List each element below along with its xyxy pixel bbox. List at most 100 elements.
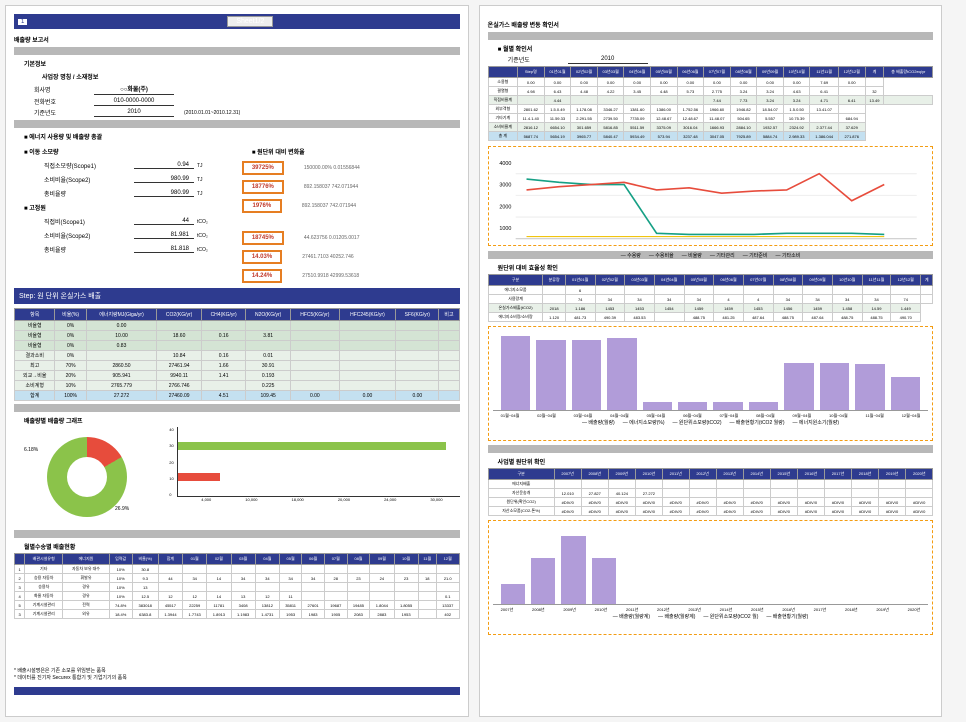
table-row: 4화물 자동차경유10%12.51212141312110.1 bbox=[15, 592, 460, 601]
series-teal bbox=[526, 179, 884, 234]
phone-row: 전화번호 010-0000-0000 bbox=[14, 97, 460, 106]
col-hdr: Step명 bbox=[517, 67, 544, 78]
col-hdr: 08년08월 bbox=[773, 275, 803, 286]
legend-item: 비율량 bbox=[682, 252, 702, 259]
legend-item: 배출현황기(tCO2 월량) bbox=[730, 419, 785, 426]
table-row: 결과소비0%10.840.160.01 bbox=[15, 351, 460, 361]
col-hdr: 2009년 bbox=[608, 469, 635, 480]
legend-item: 배출량(월량계) bbox=[613, 613, 650, 620]
col-hdr: SF6(KG/yr) bbox=[396, 309, 439, 321]
col-hdr: 03년03월 bbox=[625, 275, 655, 286]
bar bbox=[561, 536, 585, 604]
col-hdr: 총 배출량tCO2eq/yr bbox=[884, 67, 933, 78]
col-hdr bbox=[488, 67, 517, 78]
footnote1: * 배출시설명은은 기존 소모를 위임받는 품목 bbox=[14, 667, 460, 674]
bar bbox=[501, 336, 530, 410]
sheet-tab[interactable]: Sheet1/2 bbox=[227, 16, 273, 27]
table-row: 외부객형2801.621.5.0.491.178.083346.271381.6… bbox=[488, 105, 933, 114]
col-hdr: 03년03월 bbox=[597, 67, 624, 78]
col-hdr: 08년08월 bbox=[730, 67, 757, 78]
col-hdr: 2008년 bbox=[581, 469, 608, 480]
col-hdr: 08월 bbox=[347, 554, 370, 565]
pct4: 18745% bbox=[242, 231, 284, 245]
legend-item: 배출현황기(월량) bbox=[766, 613, 808, 620]
bar bbox=[607, 338, 636, 411]
col-hdr: 2012년 bbox=[689, 469, 716, 480]
col-hdr: 비고 bbox=[439, 309, 459, 321]
emissions-table: 항목비율(%)에너지량MJ(Giga/yr)CO2(KG/yr)CH4(KG/y… bbox=[14, 308, 460, 401]
table-row: 결열형4.986.434.484.223.454.485.732.7753.24… bbox=[488, 87, 933, 96]
table-row: 합계100%27.27227460.094.51109.450.000.000.… bbox=[15, 391, 460, 401]
col-hdr: 07년07월 bbox=[704, 67, 731, 78]
yearly-table: 구분2007년2008년2009년2010년2011년2012년2013년201… bbox=[488, 468, 934, 516]
table-row: 3승용차경유10%13 bbox=[15, 583, 460, 592]
pct1: 39725% bbox=[242, 161, 284, 175]
legend-item: 에너지소모량(%) bbox=[623, 419, 665, 426]
bar-chart-monthly: 01월~04월02월~04월03월~04월04월~04월05월~04월06월~0… bbox=[488, 326, 934, 441]
table-row: 에너지소비량/소비량1.120481.73490.39483.53488.754… bbox=[488, 313, 933, 322]
bar bbox=[749, 402, 778, 410]
col-hdr: 07년07월 bbox=[743, 275, 773, 286]
legend1: 수용량수용비율비율량기타관리기타준비기타소비 bbox=[494, 252, 928, 259]
col-hdr: 배관시설유형 bbox=[25, 554, 63, 565]
p2-title: 온실가스 배출량 변동 확인서 bbox=[488, 20, 934, 29]
col-hdr: 2014년 bbox=[743, 469, 770, 480]
legend-item: 원단위소모량(tCO2) bbox=[673, 419, 722, 426]
col-hdr: 11년11월 bbox=[810, 67, 839, 78]
col-hdr: 10년10월 bbox=[783, 67, 810, 78]
col-hdr: 비율(%) bbox=[132, 554, 158, 565]
col-hdr: 계 bbox=[921, 275, 933, 286]
col-hdr: 01월 bbox=[183, 554, 207, 565]
legend-item: 기타준비 bbox=[743, 252, 768, 259]
info-sub: 사업장 명칭 / 소재정보 bbox=[24, 72, 460, 81]
company-row: 회사명 ○○화물(주) bbox=[14, 83, 460, 95]
donut-chart bbox=[47, 437, 127, 517]
col-hdr: 비율(%) bbox=[55, 309, 86, 321]
table-row: 1기타자동차 보유 대수10%30.8 bbox=[15, 565, 460, 574]
col-hdr: HFC5(KG/yr) bbox=[291, 309, 340, 321]
monthly-table: 배관시설유형에너지원입력값비율(%)합계01월02월03월04월05월06월07… bbox=[14, 553, 460, 619]
company-val[interactable]: ○○화물(주) bbox=[94, 83, 174, 95]
footnote2: * 데이터를 진기자 Securex 통합기 및 기업기기의 품목 bbox=[14, 674, 460, 681]
table-row: 외교→비율20%905.9419940.111.410.193 bbox=[15, 371, 460, 381]
m3: 총비율량980.99TJ bbox=[14, 189, 232, 198]
legend-item: 에너지원소기(월량) bbox=[792, 419, 839, 426]
info-hdr: 기본정보 bbox=[24, 59, 460, 68]
table-row: 에너지배출 bbox=[488, 480, 933, 489]
col-hdr: 구분 bbox=[488, 469, 554, 480]
bar bbox=[784, 363, 813, 410]
bar bbox=[531, 558, 555, 604]
bar bbox=[572, 340, 601, 410]
col-hdr: N2O(KG/yr) bbox=[246, 309, 291, 321]
phone-val[interactable]: 010-0000-0000 bbox=[94, 97, 174, 106]
col-hdr: 계 bbox=[865, 67, 884, 78]
intensity-table: 구분분류량01년01월02년02월03년03월04년04월05년05월06년06… bbox=[488, 274, 934, 322]
monthly-detail-table: Step명01년01월02년02월03년03월04년04월05년05월06년06… bbox=[488, 66, 934, 141]
s1: 직접비(Scope1)44tCO₂ bbox=[14, 217, 232, 226]
pct2: 18776% bbox=[242, 180, 284, 194]
col-hdr: 02년02월 bbox=[595, 275, 625, 286]
legend-item: 기타관리 bbox=[710, 252, 735, 259]
pct3: 1976% bbox=[242, 199, 282, 213]
year-val[interactable]: 2010 bbox=[94, 108, 174, 117]
col-hdr: 2016년 bbox=[797, 469, 824, 480]
legend-item: 기타소비 bbox=[776, 252, 801, 259]
col-hdr: 12년12월 bbox=[891, 275, 921, 286]
header-bar: 1 Sheet1/2 bbox=[14, 14, 460, 29]
col-hdr: 05월 bbox=[279, 554, 301, 565]
col-hdr: 에너지원 bbox=[63, 554, 109, 565]
col-hdr: 06월 bbox=[302, 554, 325, 565]
col-hdr: CH4(KG/yr) bbox=[201, 309, 245, 321]
page-right: 온실가스 배출량 변동 확인서 ■ 월별 확인서 기준년도2010 Step명0… bbox=[479, 5, 943, 717]
page-num: 1 bbox=[18, 19, 27, 25]
table-row: 5기계시설관리전력74.8%38301845517222591178134081… bbox=[15, 601, 460, 610]
col-hdr: 2010년 bbox=[635, 469, 662, 480]
table-row: 2승용 자동차휘발유10%9.3443414343434342823242318… bbox=[15, 574, 460, 583]
col-hdr bbox=[15, 554, 25, 565]
table-row: 자산소모품(CO2-톤%)#DIV/0#DIV/0#DIV/0#DIV/0#DI… bbox=[488, 507, 933, 516]
col-hdr: 09년09월 bbox=[803, 275, 833, 286]
table-row: 자산운송개12.01027.82740.12427.272 bbox=[488, 489, 933, 498]
table-row: 직접비율계4.447.447.733.243.244.716.4113.49 bbox=[488, 96, 933, 105]
table-row: 최고70%2860.5027461.941.6630.91 bbox=[15, 361, 460, 371]
col-hdr: 합계 bbox=[158, 554, 182, 565]
